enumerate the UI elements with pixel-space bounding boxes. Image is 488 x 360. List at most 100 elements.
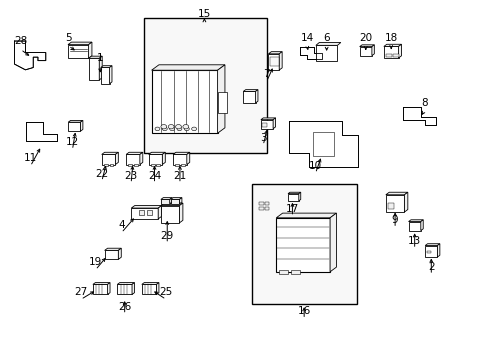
Polygon shape: [383, 44, 401, 46]
Text: 17: 17: [285, 204, 299, 214]
Bar: [181, 164, 184, 166]
Polygon shape: [243, 90, 258, 91]
Polygon shape: [300, 47, 321, 59]
Polygon shape: [329, 213, 336, 272]
Bar: [151, 70, 217, 133]
Polygon shape: [404, 192, 407, 212]
Bar: [148, 154, 162, 165]
Bar: [259, 202, 263, 205]
Circle shape: [168, 125, 174, 129]
Circle shape: [183, 125, 188, 129]
Bar: [170, 199, 179, 204]
Bar: [268, 54, 279, 70]
Polygon shape: [261, 118, 275, 120]
Text: 19: 19: [88, 257, 102, 267]
Circle shape: [162, 127, 167, 131]
Polygon shape: [15, 41, 46, 70]
Polygon shape: [186, 152, 189, 165]
Polygon shape: [425, 244, 439, 246]
Text: 8: 8: [420, 98, 427, 108]
Bar: [269, 57, 278, 66]
Bar: [161, 206, 179, 223]
Polygon shape: [359, 45, 374, 46]
Polygon shape: [107, 283, 110, 294]
Bar: [109, 164, 113, 166]
Polygon shape: [101, 66, 112, 67]
Bar: [126, 154, 140, 165]
Polygon shape: [88, 42, 92, 58]
Polygon shape: [287, 192, 300, 194]
Polygon shape: [268, 51, 282, 54]
Bar: [427, 251, 430, 253]
Bar: [156, 164, 160, 166]
Polygon shape: [140, 152, 142, 165]
Bar: [385, 54, 391, 57]
Polygon shape: [279, 51, 282, 70]
Bar: [101, 68, 109, 84]
Bar: [392, 54, 398, 57]
Circle shape: [155, 127, 160, 131]
Text: 20: 20: [359, 33, 371, 43]
Polygon shape: [408, 220, 423, 221]
Polygon shape: [80, 120, 82, 131]
Bar: [68, 122, 80, 131]
Circle shape: [191, 127, 196, 131]
Circle shape: [177, 127, 182, 131]
Bar: [117, 284, 132, 294]
Polygon shape: [298, 192, 300, 201]
Text: 12: 12: [65, 137, 79, 147]
Polygon shape: [117, 283, 134, 284]
Polygon shape: [437, 244, 439, 257]
Text: 24: 24: [147, 171, 161, 181]
Bar: [93, 284, 107, 294]
Bar: [243, 91, 255, 103]
Bar: [264, 207, 269, 210]
Bar: [425, 246, 437, 257]
Text: 9: 9: [391, 215, 398, 225]
Bar: [103, 164, 107, 166]
Polygon shape: [312, 132, 334, 156]
Bar: [144, 18, 266, 153]
Bar: [128, 164, 132, 166]
Polygon shape: [118, 248, 121, 259]
Polygon shape: [158, 206, 161, 219]
Polygon shape: [99, 56, 102, 80]
Text: 28: 28: [14, 36, 27, 46]
Text: 16: 16: [297, 306, 310, 316]
Text: 5: 5: [65, 33, 72, 43]
Bar: [387, 203, 393, 209]
Polygon shape: [179, 198, 182, 204]
Bar: [251, 184, 356, 304]
Bar: [102, 154, 115, 165]
Polygon shape: [255, 90, 258, 103]
Circle shape: [169, 127, 174, 131]
Polygon shape: [109, 66, 112, 84]
Text: 11: 11: [23, 153, 37, 163]
Bar: [150, 164, 154, 166]
Bar: [264, 202, 269, 205]
Bar: [161, 199, 169, 204]
Polygon shape: [156, 283, 159, 294]
Polygon shape: [403, 107, 435, 125]
Text: 13: 13: [407, 236, 421, 246]
Polygon shape: [179, 203, 183, 223]
Text: 26: 26: [118, 302, 131, 312]
Bar: [134, 164, 138, 166]
Polygon shape: [93, 283, 110, 284]
Bar: [261, 123, 266, 127]
Bar: [385, 195, 404, 212]
Bar: [383, 46, 398, 58]
Bar: [173, 154, 186, 165]
Text: 6: 6: [323, 33, 329, 43]
Polygon shape: [68, 42, 92, 45]
Polygon shape: [115, 152, 118, 165]
Polygon shape: [131, 206, 161, 208]
Bar: [217, 92, 227, 113]
Polygon shape: [289, 121, 357, 167]
Text: 18: 18: [384, 33, 397, 43]
Polygon shape: [385, 192, 407, 195]
Bar: [146, 210, 151, 215]
Polygon shape: [217, 65, 224, 133]
Text: 3: 3: [259, 132, 266, 143]
Bar: [261, 120, 273, 129]
